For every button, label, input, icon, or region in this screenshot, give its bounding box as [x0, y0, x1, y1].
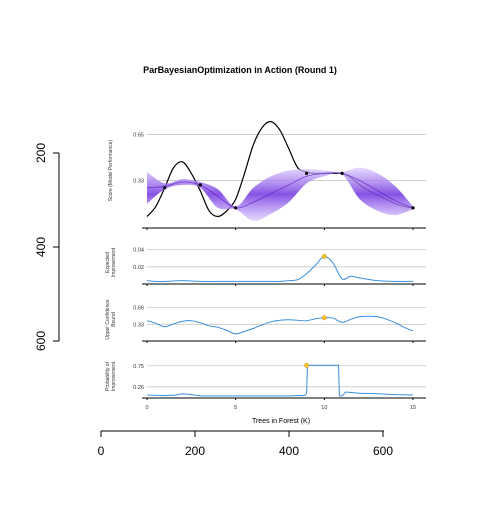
outer-y-tick-label: 200	[34, 143, 48, 163]
outer-axes: 0 200 400 600 200 400 600	[34, 143, 393, 458]
x-tick-label: 15	[410, 405, 416, 411]
ei-max-point	[321, 254, 327, 259]
ei-y-tick-label: 0.02	[133, 265, 144, 271]
pi-y-tick-label: 0.75	[133, 364, 144, 370]
score-y-tick-label: 0.65	[133, 133, 144, 139]
observation-point	[411, 206, 415, 210]
ucb-y-axis-label: Upper ConfidenceBound	[105, 299, 117, 340]
outer-x-tick-label: 200	[185, 444, 205, 458]
observation-point	[340, 171, 344, 175]
outer-y-tick-label: 400	[34, 237, 48, 257]
x-tick-label: 10	[321, 405, 327, 411]
outer-x-tick-label: 600	[373, 444, 393, 458]
ucb-utility-line	[146, 315, 414, 335]
pi-y-tick-label: 0.26	[133, 385, 144, 391]
pi-max-point	[304, 362, 310, 368]
ei-utility-line	[146, 255, 414, 283]
observation-point	[305, 171, 309, 175]
observation-point	[163, 186, 167, 190]
x-tick-label: 0	[145, 405, 148, 411]
pi-y-axis-label: Probability ofImprovement	[105, 361, 117, 391]
outer-x-tick-label: 400	[279, 444, 299, 458]
panel-pi: 0.26 0.75 Probability ofImprovement 0 5 10 15	[105, 361, 426, 411]
observation-point	[234, 206, 238, 210]
ucb-max-point	[321, 315, 327, 321]
pi-utility-line	[146, 364, 414, 397]
x-axis-label: Trees in Forest (K)	[252, 418, 310, 425]
ei-y-axis-label: ExpectedImprovement	[105, 247, 117, 277]
ei-y-tick-label: 0.04	[133, 248, 144, 254]
outer-x-tick-label: 0	[98, 444, 105, 458]
observation-point	[198, 183, 202, 187]
score-y-axis-label: Score (Model Performance)	[108, 139, 114, 201]
panel-score: 0.33 0.65 Score (Model Performance)	[108, 120, 426, 230]
x-tick-label: 5	[234, 405, 237, 411]
chart-title: ParBayesianOptimization in Action (Round…	[143, 65, 337, 75]
score-y-tick-label: 0.33	[133, 179, 144, 185]
gp-uncertainty-band	[147, 167, 413, 221]
gp-mean-line	[146, 172, 414, 209]
ucb-y-tick-label: 0.33	[133, 322, 144, 328]
panel-ei: 0.02 0.04 ExpectedImprovement	[105, 247, 426, 286]
panel-ucb: 0.33 0.66 Upper ConfidenceBound	[105, 299, 426, 343]
ucb-y-tick-label: 0.66	[133, 306, 144, 312]
outer-y-tick-label: 600	[34, 331, 48, 351]
